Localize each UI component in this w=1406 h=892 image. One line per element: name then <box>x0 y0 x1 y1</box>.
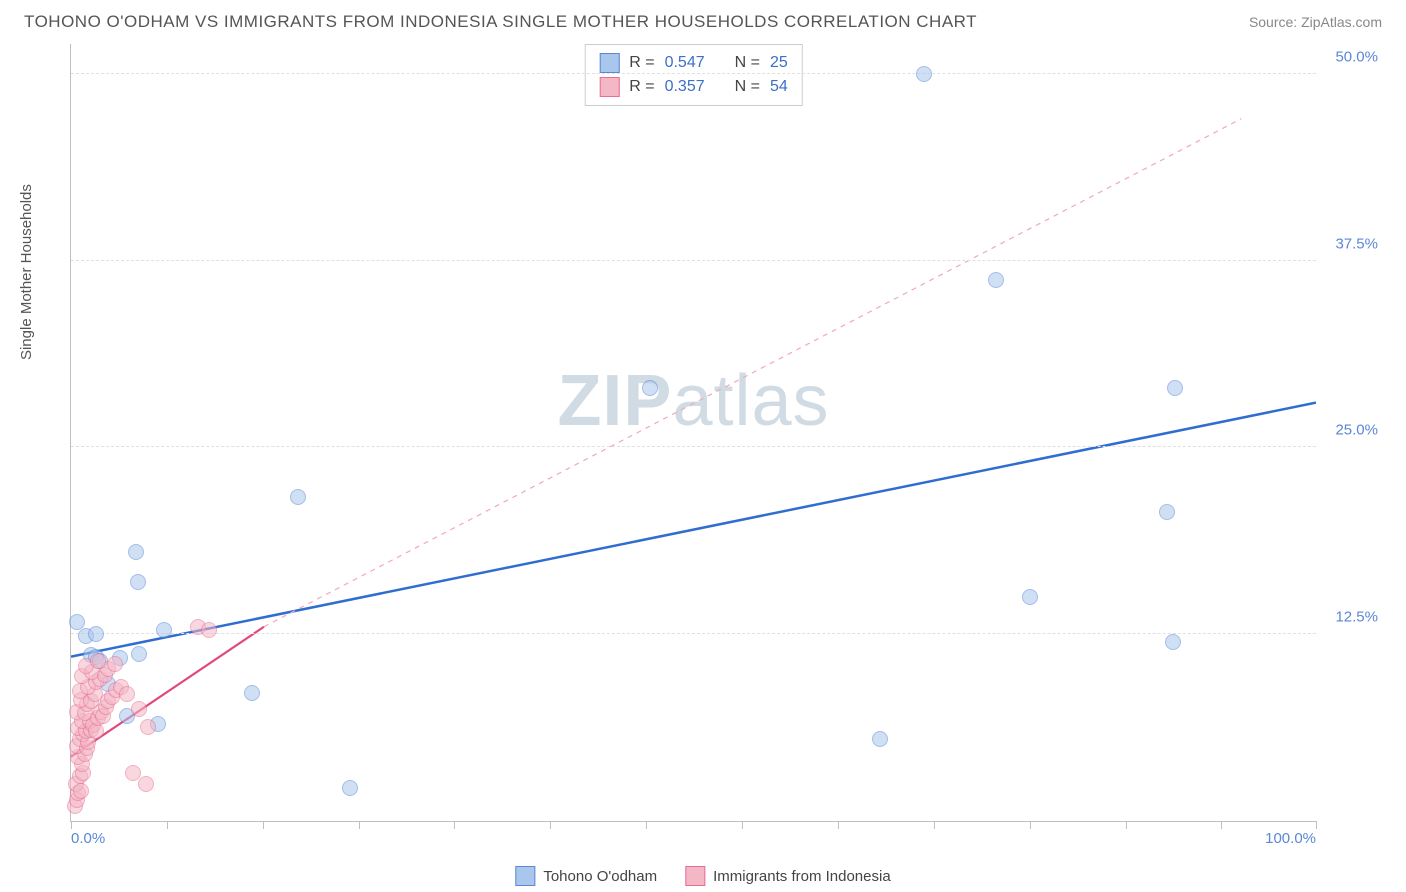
x-tick <box>263 821 264 829</box>
gridline <box>71 73 1316 74</box>
legend-swatch <box>685 866 705 886</box>
data-point <box>131 701 147 717</box>
data-point <box>642 380 658 396</box>
series-legend: Tohono O'odham Immigrants from Indonesia <box>515 866 890 886</box>
data-point <box>201 622 217 638</box>
x-tick <box>1221 821 1222 829</box>
data-point <box>1165 634 1181 650</box>
n-label: N = <box>735 78 760 96</box>
x-tick-label: 100.0% <box>1265 830 1316 847</box>
y-axis-label: Single Mother Households <box>18 184 35 360</box>
data-point <box>988 272 1004 288</box>
legend-item: Immigrants from Indonesia <box>685 866 891 886</box>
x-tick <box>1030 821 1031 829</box>
data-point <box>872 731 888 747</box>
y-tick-label: 25.0% <box>1335 422 1378 439</box>
legend-swatch <box>515 866 535 886</box>
data-point <box>107 656 123 672</box>
data-point <box>290 489 306 505</box>
watermark: ZIPatlas <box>557 360 829 442</box>
r-label: R = <box>629 54 654 72</box>
x-tick-label: 0.0% <box>71 830 105 847</box>
x-tick <box>742 821 743 829</box>
data-point <box>73 783 89 799</box>
r-label: R = <box>629 78 654 96</box>
n-label: N = <box>735 54 760 72</box>
corr-legend-row: R = 0.357 N = 54 <box>599 75 788 99</box>
data-point <box>130 574 146 590</box>
x-tick <box>71 821 72 829</box>
correlation-legend: R = 0.547 N = 25 R = 0.357 N = 54 <box>584 44 803 106</box>
x-tick <box>454 821 455 829</box>
data-point <box>119 686 135 702</box>
data-point <box>138 776 154 792</box>
r-value: 0.547 <box>665 54 705 72</box>
data-point <box>342 780 358 796</box>
data-point <box>140 719 156 735</box>
legend-item: Tohono O'odham <box>515 866 657 886</box>
legend-swatch <box>599 53 619 73</box>
x-tick <box>1316 821 1317 829</box>
x-tick <box>646 821 647 829</box>
data-point <box>1167 380 1183 396</box>
plot-region: ZIPatlas R =0.547N =25R =0.357N =54 12.5… <box>70 44 1316 822</box>
legend-label: Immigrants from Indonesia <box>713 868 891 885</box>
n-value: 54 <box>770 78 788 96</box>
data-point <box>916 66 932 82</box>
gridline <box>71 446 1316 447</box>
legend-label: Tohono O'odham <box>543 868 657 885</box>
gridline <box>71 260 1316 261</box>
data-point <box>156 622 172 638</box>
gridline <box>71 633 1316 634</box>
data-point <box>88 626 104 642</box>
y-tick-label: 12.5% <box>1335 609 1378 626</box>
x-tick <box>359 821 360 829</box>
data-point <box>128 544 144 560</box>
n-value: 25 <box>770 54 788 72</box>
source-label: Source: ZipAtlas.com <box>1249 14 1382 30</box>
legend-swatch <box>599 77 619 97</box>
data-point <box>131 646 147 662</box>
data-point <box>1159 504 1175 520</box>
chart-title: TOHONO O'ODHAM VS IMMIGRANTS FROM INDONE… <box>24 12 977 32</box>
x-tick <box>838 821 839 829</box>
r-value: 0.357 <box>665 78 705 96</box>
x-tick <box>550 821 551 829</box>
y-tick-label: 37.5% <box>1335 235 1378 252</box>
data-point <box>1022 589 1038 605</box>
corr-legend-row: R = 0.547 N = 25 <box>599 51 788 75</box>
y-tick-label: 50.0% <box>1335 48 1378 65</box>
chart-area: Single Mother Households ZIPatlas R =0.5… <box>48 44 1386 852</box>
x-tick <box>1126 821 1127 829</box>
data-point <box>90 653 106 669</box>
x-tick <box>167 821 168 829</box>
x-tick <box>934 821 935 829</box>
data-point <box>244 685 260 701</box>
